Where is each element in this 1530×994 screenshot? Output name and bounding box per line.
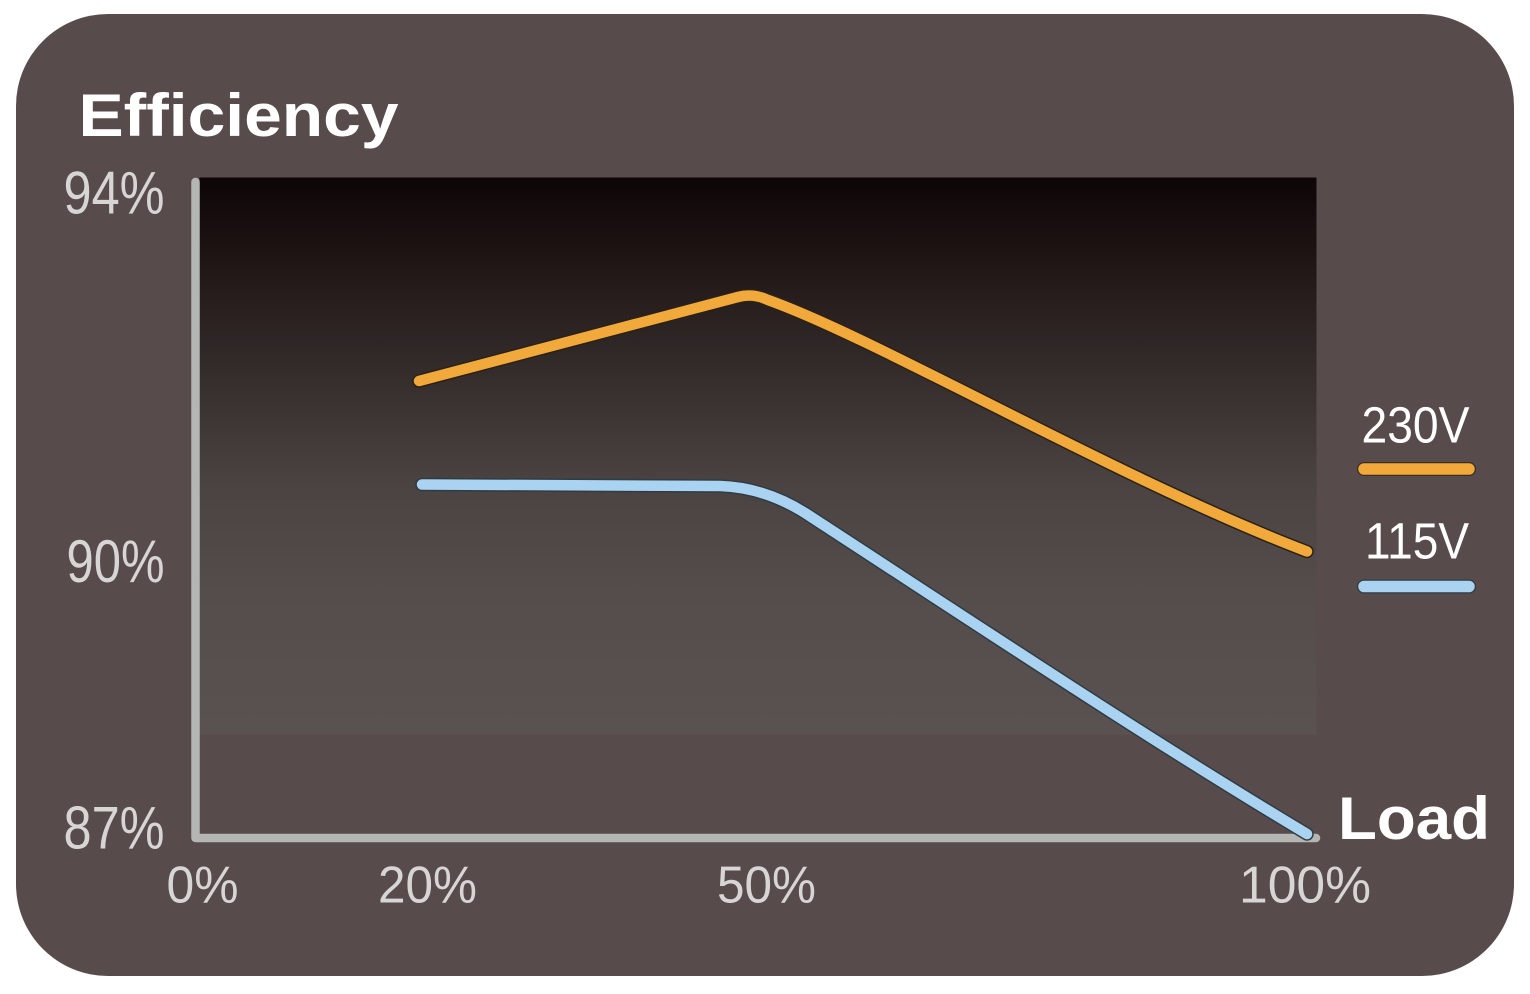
svg-text:230V: 230V bbox=[1362, 397, 1470, 454]
svg-text:115V: 115V bbox=[1365, 513, 1469, 570]
svg-text:94%: 94% bbox=[64, 160, 165, 227]
svg-text:0%: 0% bbox=[167, 857, 239, 915]
svg-text:Efficiency: Efficiency bbox=[79, 82, 400, 149]
svg-text:87%: 87% bbox=[64, 795, 165, 862]
svg-text:Load: Load bbox=[1338, 785, 1490, 852]
svg-text:50%: 50% bbox=[717, 857, 816, 915]
svg-text:100%: 100% bbox=[1239, 857, 1371, 915]
svg-text:20%: 20% bbox=[378, 857, 477, 915]
svg-text:90%: 90% bbox=[67, 528, 165, 595]
